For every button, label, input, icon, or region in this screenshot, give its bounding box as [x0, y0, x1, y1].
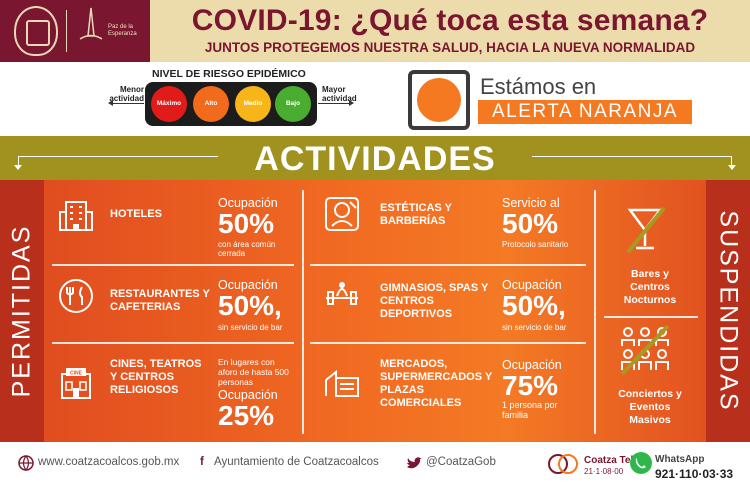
grid-line	[52, 264, 294, 266]
occupancy-note: sin servicio de bar	[502, 323, 567, 332]
grid-line	[310, 342, 586, 344]
gym-icon	[326, 282, 358, 305]
permitted-side	[0, 180, 44, 442]
occupancy-value: 25%	[218, 400, 275, 431]
occupancy-value: 50%,	[502, 290, 566, 321]
city-crest-icon	[14, 6, 58, 56]
suspended-label: SUSPENDIDAS	[714, 210, 743, 412]
occupancy-note: con área común cerrada	[218, 240, 276, 258]
alert-line1: Estámos en	[480, 74, 597, 99]
suspended-activity-name: Conciertos y Eventos Masivos	[618, 388, 682, 426]
occupancy-label: Ocupación	[502, 278, 562, 292]
occupancy-label: Ocupación	[218, 388, 278, 402]
activity-name: ESTÉTICAS Y BARBERÍAS	[380, 202, 452, 227]
cinema-icon: CINE	[61, 368, 91, 399]
risk-level-medio: Medio	[235, 86, 271, 122]
salon-icon	[325, 197, 359, 231]
alert-level: ALERTA NARANJA	[478, 100, 692, 124]
whatsapp-label: WhatsApp	[655, 454, 705, 465]
slogan: Paz de la Esperanza	[108, 24, 137, 37]
permitted-label: PERMITIDAS	[7, 224, 36, 398]
alert-indicator	[408, 70, 470, 130]
activity-name: GIMNASIOS, SPAS Y CENTROS DEPORTIVOS	[380, 282, 489, 320]
occupancy-label: Ocupación	[218, 196, 278, 210]
grid-line	[310, 264, 586, 266]
globe-icon	[18, 455, 34, 471]
risk-max-label: Mayor actividad	[322, 85, 357, 103]
activities-grid	[44, 180, 706, 442]
occupancy-note: 1 persona por familia	[502, 400, 558, 420]
coatza-tel-label: Coatza Tel	[584, 455, 634, 466]
cocktail-icon	[626, 206, 666, 254]
logo-area: Paz de la Esperanza	[0, 0, 150, 62]
coatza-tel-icon	[548, 454, 578, 474]
activity-name: HOTELES	[110, 208, 162, 220]
grid-line	[52, 342, 294, 344]
occupancy-value: 50%,	[218, 290, 282, 321]
grid-line	[604, 316, 698, 318]
hotel-icon	[59, 201, 93, 231]
footer	[0, 442, 750, 485]
risk-min-label: Menor actividad	[109, 85, 144, 103]
occupancy-value: 50%	[502, 208, 559, 239]
market-icon	[325, 369, 359, 397]
occupancy-note: Protocolo sanitario	[502, 240, 569, 249]
restaurant-icon	[59, 279, 93, 313]
obelisk-logo-icon	[79, 7, 103, 40]
activities-title: ACTIVIDADES	[254, 140, 496, 178]
bracket-right-icon	[532, 156, 736, 170]
arrow-left-icon	[108, 100, 144, 106]
coatza-tel-number[interactable]: 21·1·08·00	[584, 467, 624, 476]
grid-line	[594, 190, 596, 434]
facebook-link[interactable]: Ayuntamiento de Coatzacoalcos	[214, 456, 379, 468]
bracket-left-icon	[14, 156, 218, 170]
occupancy-pre-note: En lugares con aforo de hasta 500 person…	[218, 357, 289, 387]
concert-icon	[620, 324, 670, 376]
activity-name: MERCADOS, SUPERMERCADOS Y PLAZAS COMERCI…	[380, 358, 493, 409]
twitter-icon	[407, 457, 422, 469]
grid-line	[302, 190, 304, 434]
arrow-right-icon	[318, 100, 354, 106]
website-link[interactable]: www.coatzacoalcos.gob.mx	[38, 456, 180, 468]
activity-name: CINES, TEATROS Y CENTROS RELIGIOSOS	[110, 358, 202, 396]
activities-band	[0, 136, 750, 180]
whatsapp-icon	[630, 452, 652, 474]
occupancy-value: 75%	[502, 370, 559, 401]
suspended-activity-name: Bares y Centros Nocturnos	[623, 268, 677, 306]
occupancy-note: sin servicio de bar	[218, 323, 283, 332]
page-subtitle: JUNTOS PROTEGEMOS NUESTRA SALUD, HACIA L…	[204, 40, 696, 55]
page-title: COVID-19: ¿Qué toca esta semana?	[191, 4, 709, 37]
logo-divider	[66, 10, 67, 52]
orange-dot-icon	[417, 78, 461, 122]
occupancy-label: Ocupación	[502, 358, 562, 372]
occupancy-label: Ocupación	[218, 278, 278, 292]
traffic-light: Máximo Alto Medio Bajo	[145, 82, 317, 126]
svg-text:CINE: CINE	[70, 371, 83, 377]
risk-level-alto: Alto	[193, 86, 229, 122]
occupancy-value: 50%	[218, 208, 275, 239]
occupancy-label: Servicio al	[502, 196, 560, 210]
twitter-link[interactable]: @CoatzaGob	[426, 456, 496, 468]
whatsapp-number[interactable]: 921·110·03·33	[655, 467, 734, 481]
risk-level-bajo: Bajo	[275, 86, 311, 122]
suspended-side	[706, 180, 750, 442]
risk-level-maximo: Máximo	[151, 86, 187, 122]
activity-name: RESTAURANTES Y CAFETERIAS	[110, 288, 210, 313]
facebook-icon: f	[200, 456, 204, 468]
risk-title: NIVEL DE RIESGO EPIDÉMICO	[152, 68, 306, 80]
